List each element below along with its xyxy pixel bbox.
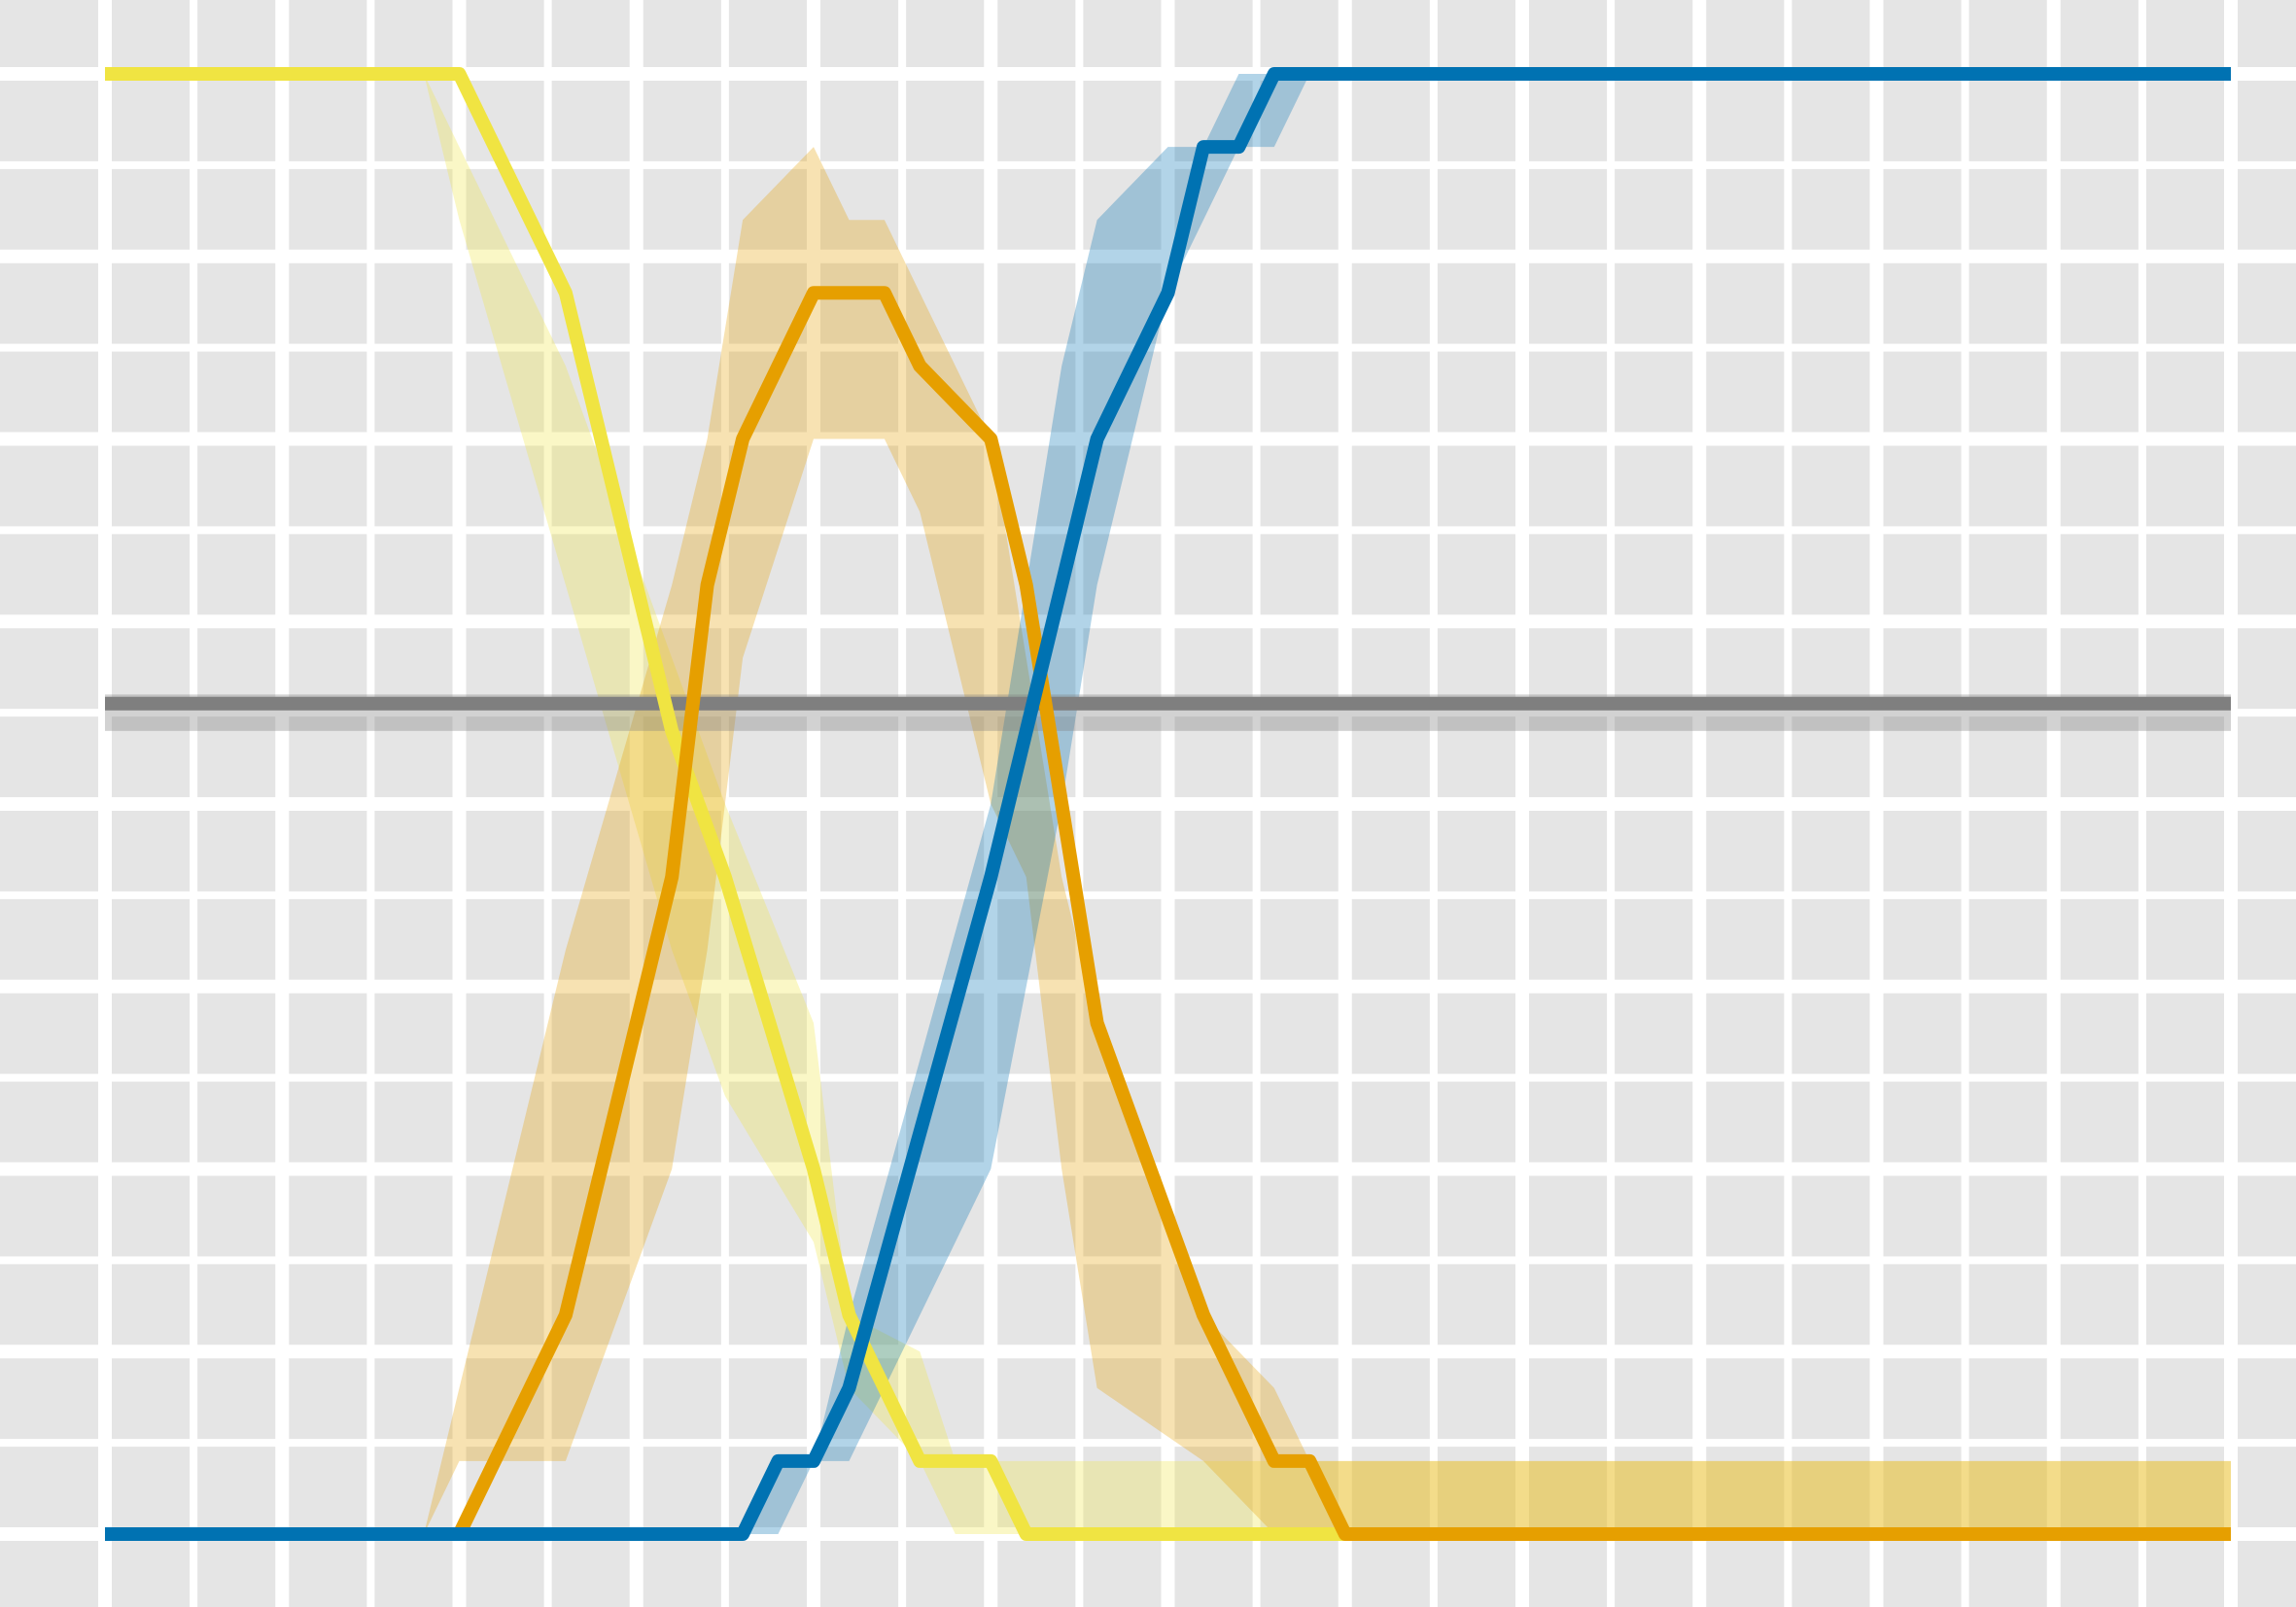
series-lines <box>105 67 2231 1541</box>
series-line-blue <box>105 67 2231 1541</box>
series-line-orange <box>105 286 2231 1541</box>
series-line-yellow <box>105 67 2231 1541</box>
band-orange <box>105 147 2231 1535</box>
